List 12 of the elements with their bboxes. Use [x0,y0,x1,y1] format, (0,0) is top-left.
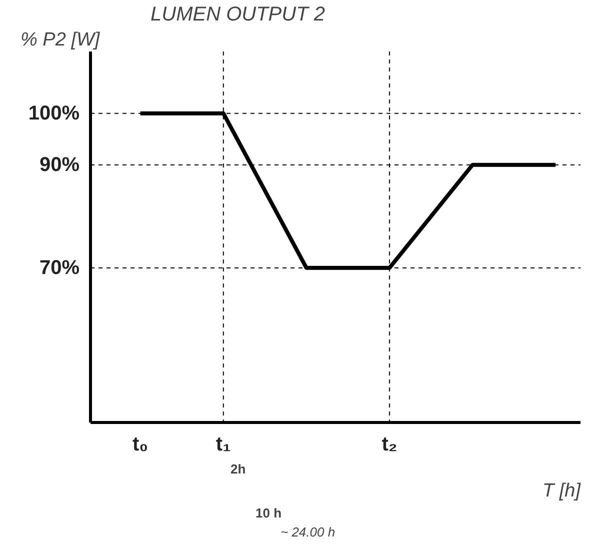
text: 10 h [256,506,282,520]
text: 2h [230,462,246,476]
y-tick-label: 100% [28,102,80,124]
y-tick-label: 90% [39,154,80,176]
y-axis-title: % P2 [W] [20,30,100,50]
x-tick-label: t₀ [132,434,148,456]
chart-title: LUMEN OUTPUT 2 [150,4,325,26]
y-tick-label: 70% [39,256,80,279]
x-axis-title: T [h] [542,480,582,502]
x-tick-label: t₂ [382,434,398,456]
text: ~ 24.00 h [280,524,336,540]
x-tick-label: t₁ [216,434,231,456]
